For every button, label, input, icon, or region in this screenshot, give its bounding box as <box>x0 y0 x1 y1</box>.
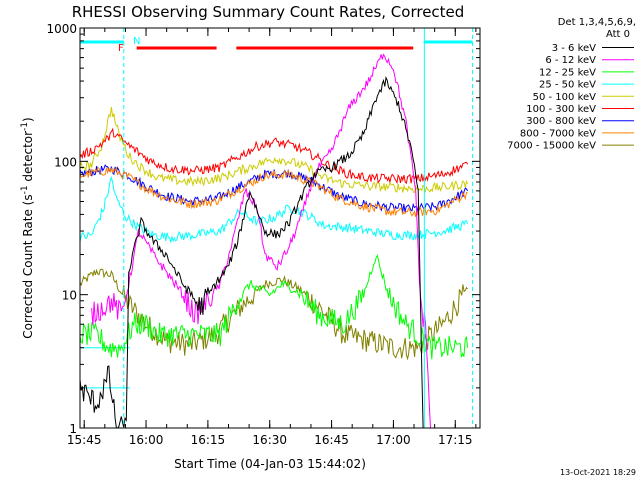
series-line <box>80 127 469 185</box>
legend-entry-label: 7000 - 15000 keV <box>507 141 596 152</box>
y-tick-label: 1000 <box>46 22 77 36</box>
series-line <box>80 175 469 244</box>
y-label-suffix: ) <box>21 117 35 122</box>
legend-entry-label: 300 - 800 keV <box>526 116 596 127</box>
y-label-middle: detector <box>21 131 35 186</box>
legend-entry-label: 800 - 7000 keV <box>520 128 596 139</box>
series-line <box>91 53 431 428</box>
x-tick-label: 16:00 <box>129 433 164 447</box>
legend-entry-label: 3 - 6 keV <box>552 43 596 54</box>
ticks-layer: 15:45 16:00 16:15 16:30 16:45 17:00 17:15 1 10 10… <box>46 22 480 447</box>
series-line <box>80 253 469 360</box>
series-line <box>80 166 468 218</box>
x-tick-label: 15:45 <box>67 433 102 447</box>
series-line <box>80 268 468 361</box>
x-tick-label: 16:45 <box>314 433 349 447</box>
footer-timestamp: 13-Oct-2021 18:29 <box>560 468 636 477</box>
y-label-sup1: -1 <box>20 185 30 194</box>
series-line <box>80 164 469 214</box>
legend-entry-label: 50 - 100 keV <box>533 92 597 103</box>
series-layer <box>80 53 469 428</box>
series-line <box>80 75 424 428</box>
y-tick-label: 1 <box>69 422 77 436</box>
y-label-sup2: -1 <box>20 122 30 131</box>
x-tick-label: 17:00 <box>376 433 411 447</box>
plot-frame <box>79 27 481 429</box>
legend-entry-label: 100 - 300 keV <box>526 104 596 115</box>
night-flag-label: N <box>133 36 140 47</box>
flare-flag-label: F <box>118 43 124 54</box>
legend-header-line2: Att 0 <box>606 29 630 40</box>
chart-title: RHESSI Observing Summary Count Rates, Co… <box>72 3 465 21</box>
x-tick-label: 17:15 <box>438 433 473 447</box>
y-tick-label: 100 <box>54 155 77 169</box>
legend-entry-label: 25 - 50 keV <box>539 80 596 91</box>
x-tick-label: 16:30 <box>252 433 287 447</box>
legend-entry-label: 6 - 12 keV <box>545 55 596 66</box>
flags-layer: NF <box>80 28 474 428</box>
x-axis-label: Start Time (04-Jan-03 15:44:02) <box>174 457 366 471</box>
legend-header-line1: Det 1,3,4,5,6,9, <box>558 17 636 28</box>
y-axis-label: Corrected Count Rate (s-1 detector-1) <box>20 117 35 338</box>
legend-entry-label: 12 - 25 keV <box>539 67 596 78</box>
series-line <box>80 106 469 193</box>
x-tick-label: 16:15 <box>191 433 226 447</box>
y-label-prefix: Corrected Count Rate (s <box>21 194 35 338</box>
y-tick-label: 10 <box>62 289 77 303</box>
